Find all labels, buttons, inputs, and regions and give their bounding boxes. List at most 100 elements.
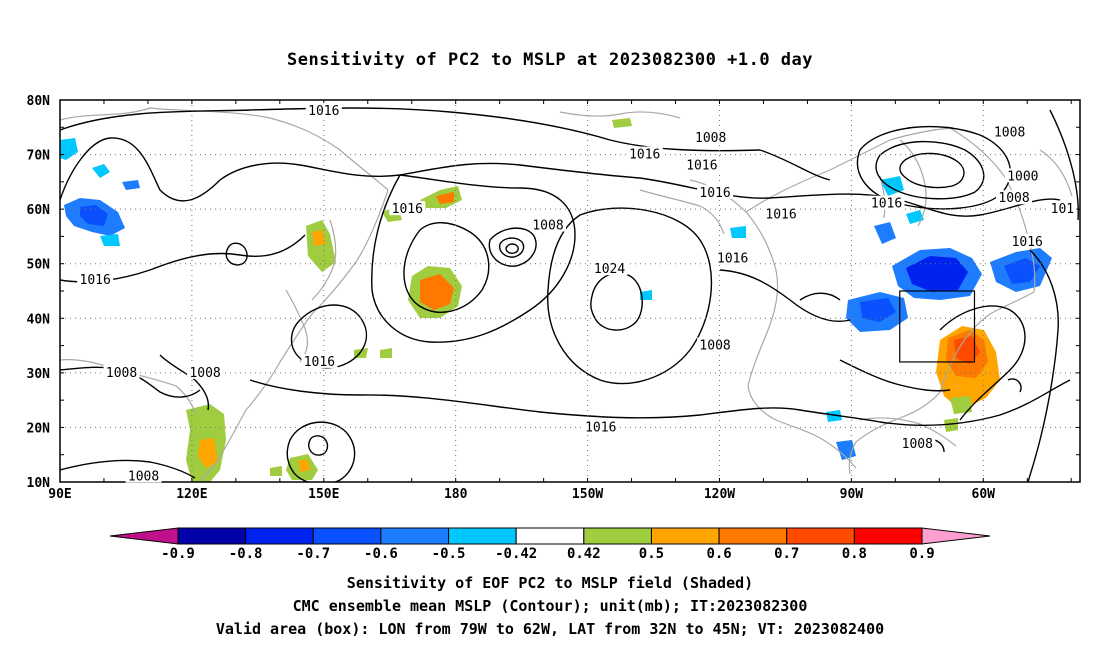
colorbar-label: 0.42	[567, 546, 601, 562]
colorbar-segment	[583, 527, 652, 545]
colorbar-label: 0.8	[842, 546, 867, 562]
contour-label-bg	[692, 130, 729, 145]
colorbar-end-low	[109, 527, 179, 545]
map-frame	[59, 99, 1081, 483]
colorbar-label: 0.7	[774, 546, 799, 562]
contour-label-bg	[1048, 201, 1077, 216]
contour-label: 1016	[585, 420, 616, 435]
contour-label-bg	[103, 364, 140, 379]
colorbar-label: -0.5	[432, 546, 466, 562]
contour-label-bg	[530, 217, 567, 232]
lon-label: 150W	[572, 487, 603, 502]
contour-label: 1008	[994, 126, 1025, 141]
graticule	[59, 99, 1080, 483]
latitude-labels: 80N 70N 60N 50N 40N 30N 20N 10N	[27, 94, 51, 491]
contour-label-bg	[1004, 168, 1041, 183]
colorbar-segment	[245, 527, 314, 545]
contour-label: 1016	[717, 251, 748, 266]
contour-label-bg	[301, 353, 338, 368]
colorbar-label: -0.42	[495, 546, 537, 562]
colorbar-segment	[718, 527, 788, 545]
lon-label: 120W	[704, 487, 735, 502]
colorbar-segment	[380, 527, 450, 545]
contour-label-bg	[763, 206, 800, 221]
contour-label-bg	[697, 337, 734, 352]
colorbar-label: 0.5	[639, 546, 664, 562]
lat-label: 60N	[27, 203, 51, 218]
caption-line-1: Sensitivity of EOF PC2 to MSLP field (Sh…	[346, 574, 754, 592]
colorbar-labels: -0.9 -0.8 -0.7 -0.6 -0.5 -0.42 0.42 0.5 0.6 0.7 0.…	[161, 546, 935, 562]
colorbar-segment	[312, 527, 382, 545]
contour-label-bg	[868, 195, 905, 210]
lon-label: 90W	[840, 487, 864, 502]
contour-label-bg	[626, 146, 663, 161]
lat-label: 70N	[27, 149, 51, 164]
contour-label-bg	[683, 157, 720, 172]
contour-label: 1008	[902, 437, 933, 452]
contour-label-bg	[991, 124, 1028, 139]
colorbar-label: 0.9	[909, 546, 934, 562]
contour-label-bg	[996, 190, 1033, 205]
colorbar-segment	[448, 527, 517, 545]
lat-label: 80N	[27, 94, 51, 109]
colorbar-label: -0.8	[229, 546, 263, 562]
contour-label-bg	[591, 261, 628, 276]
lat-label: 10N	[27, 476, 51, 491]
chart-title: Sensitivity of PC2 to MSLP at 2023082300…	[286, 50, 813, 70]
contour-label: 1016	[765, 208, 796, 223]
lat-label: 30N	[27, 367, 51, 382]
contour-label: 1016	[304, 355, 335, 370]
contour-label: 1008	[128, 470, 159, 485]
contour-label: 1016	[80, 273, 111, 288]
colorbar-end-high	[921, 527, 991, 545]
contour-label-bg	[714, 250, 751, 265]
contour-label: 1016	[1012, 235, 1043, 250]
lon-label: 60W	[972, 487, 996, 502]
colorbar-label: -0.6	[364, 546, 398, 562]
contour-label: 1008	[699, 339, 730, 354]
contour-label-bg	[899, 435, 936, 450]
colorbar-label: -0.7	[296, 546, 330, 562]
lon-label: 120E	[176, 487, 207, 502]
lat-label: 40N	[27, 312, 51, 327]
lon-label: 90E	[48, 487, 71, 502]
coastlines	[60, 107, 1073, 482]
lon-label: 150E	[308, 487, 339, 502]
contour-label: 101	[1051, 202, 1074, 217]
sensitivity-shading	[60, 118, 1052, 482]
lat-label: 50N	[27, 258, 51, 273]
contour-label: 1016	[308, 104, 339, 119]
contour-label-bg	[1009, 233, 1046, 248]
colorbar-segment	[786, 527, 855, 545]
lon-label: 180	[444, 487, 468, 502]
colorbar-label: -0.9	[161, 546, 195, 562]
contour-label: 1016	[629, 148, 660, 163]
colorbar-segment	[177, 527, 247, 545]
colorbar-segment	[650, 527, 720, 545]
contour-label: 1024	[594, 262, 625, 277]
contour-label-bg	[305, 102, 342, 117]
contour-label-bg	[125, 468, 162, 483]
contour-label-bg	[389, 201, 426, 216]
contour-label-bg	[77, 272, 114, 287]
longitude-labels: 90E 120E 150E 180 150W 120W 90W 60W	[48, 487, 995, 502]
colorbar-segment	[853, 527, 923, 545]
contour-label: 1008	[106, 366, 137, 381]
contour-label: 1016	[871, 197, 902, 212]
contour-label: 1008	[189, 366, 220, 381]
contour-label: 1008	[998, 191, 1029, 206]
lat-label: 20N	[27, 421, 51, 436]
contour-label: 1016	[699, 186, 730, 201]
contour-label-bg	[582, 419, 619, 434]
colorbar-segment	[515, 527, 585, 545]
caption-line-3: Valid area (box): LON from 79W to 62W, L…	[215, 620, 885, 638]
contour-label: 1000	[1007, 169, 1038, 184]
contour-label: 1008	[532, 219, 563, 234]
caption-line-2: CMC ensemble mean MSLP (Contour); unit(m…	[292, 597, 808, 615]
colorbar-label: 0.6	[706, 546, 731, 562]
colorbar	[109, 527, 991, 545]
contour-label: 1016	[686, 158, 717, 173]
contour-labels: 1016 1008 1016 1016 1016 1016 1016 1008 1000 1008…	[77, 102, 1077, 485]
